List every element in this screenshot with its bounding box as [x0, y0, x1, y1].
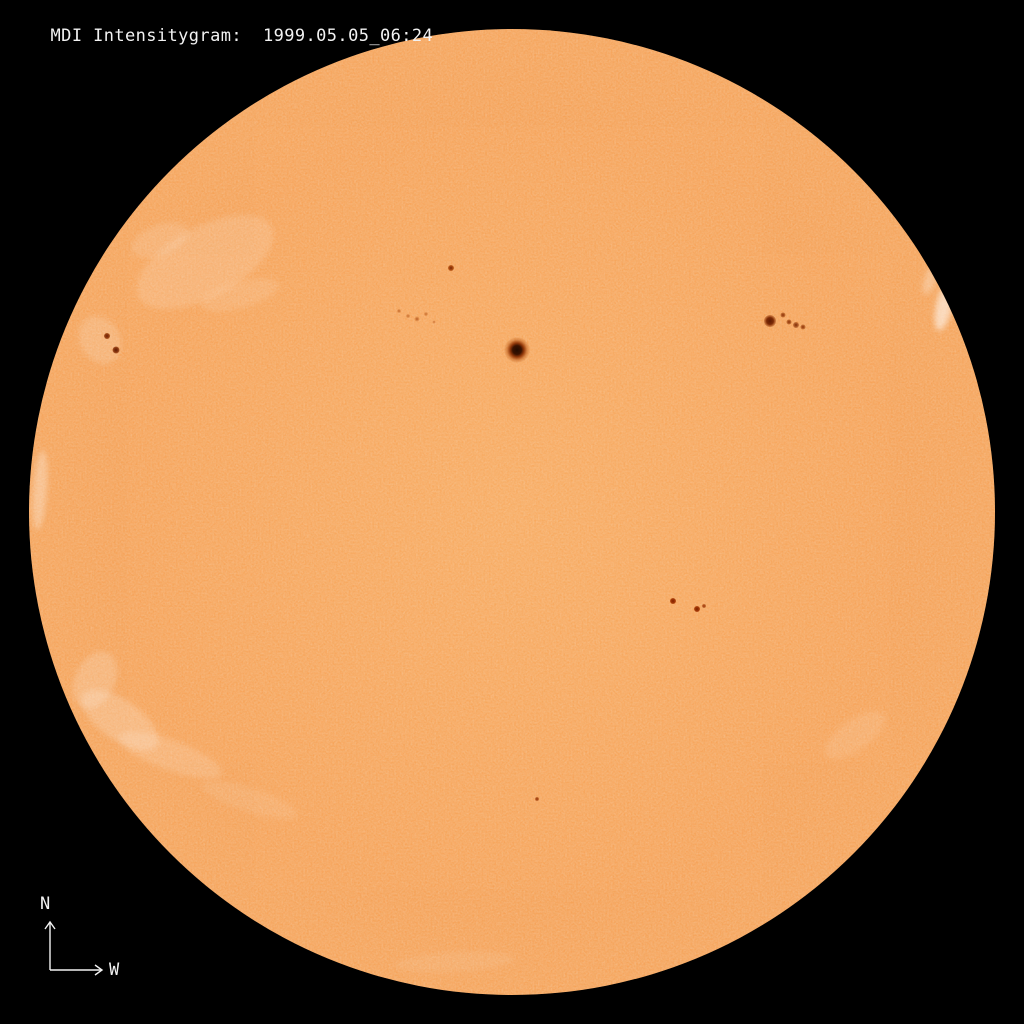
sunspot [670, 598, 676, 604]
sunspot [793, 322, 799, 328]
observation-timestamp: 1999.05.05_06:24 [262, 26, 434, 46]
sunspot [504, 337, 530, 363]
sunspot-layer [29, 29, 995, 995]
sunspot [414, 316, 420, 322]
sunspot [397, 309, 401, 313]
sunspot [104, 333, 110, 339]
granulation-texture-icon [29, 29, 995, 995]
sunspot [112, 346, 120, 354]
sunspot [448, 265, 454, 271]
image-title: MDI Intensitygram: 1999.05.05_06:24 [8, 6, 433, 66]
sunspot [786, 319, 792, 325]
sunspot [780, 312, 786, 318]
sunspot [702, 604, 706, 608]
instrument-label: MDI Intensitygram: [50, 26, 242, 46]
sunspot [800, 324, 806, 330]
sunspot [406, 314, 410, 318]
sunspot [694, 606, 700, 612]
sunspot [764, 315, 776, 327]
sunspot [424, 312, 428, 316]
sun-disk [29, 29, 995, 995]
sunspot [535, 797, 539, 801]
sunspot [432, 320, 436, 324]
